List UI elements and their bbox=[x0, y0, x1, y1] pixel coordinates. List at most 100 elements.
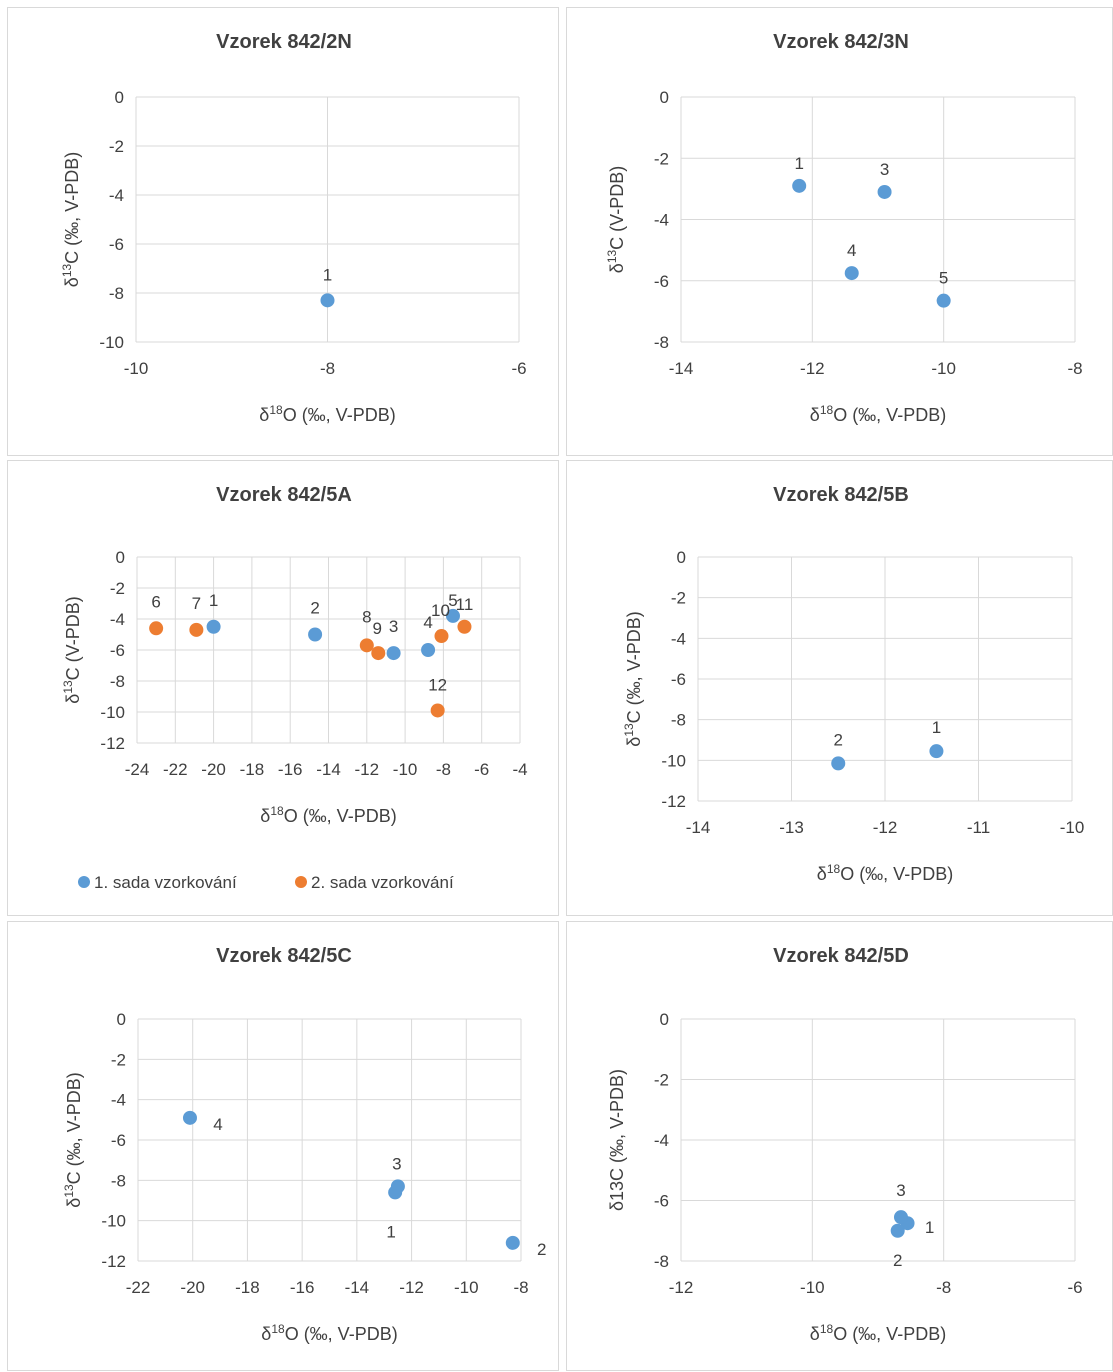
y-tick-label: -6 bbox=[111, 1131, 126, 1150]
x-tick-label: -24 bbox=[125, 760, 150, 779]
x-tick-label: -4 bbox=[512, 760, 527, 779]
data-point bbox=[877, 184, 892, 199]
point-label: 10 bbox=[431, 601, 450, 620]
point-label: 11 bbox=[456, 595, 474, 614]
x-tick-label: -8 bbox=[320, 359, 335, 378]
y-tick-label: -2 bbox=[654, 149, 669, 168]
y-axis-title: δ13C (‰, V-PDB) bbox=[62, 1072, 84, 1207]
x-tick-label: -16 bbox=[290, 1278, 315, 1297]
y-tick-label: -12 bbox=[101, 1252, 126, 1271]
y-tick-label: -2 bbox=[654, 1071, 669, 1090]
point-label: 1 bbox=[209, 591, 218, 610]
point-label: 8 bbox=[362, 607, 371, 626]
y-tick-label: 0 bbox=[660, 88, 669, 107]
point-label: 1 bbox=[386, 1222, 395, 1241]
x-tick-label: -12 bbox=[669, 1278, 694, 1297]
point-label: 1 bbox=[794, 154, 803, 173]
y-tick-label: -4 bbox=[654, 1131, 669, 1150]
y-tick-label: -6 bbox=[109, 235, 124, 254]
y-axis-title: δ13C (‰, V-PDB) bbox=[60, 152, 82, 287]
x-tick-label: -14 bbox=[669, 359, 694, 378]
legend-marker bbox=[78, 876, 90, 888]
x-tick-label: -6 bbox=[474, 760, 489, 779]
y-tick-label: -4 bbox=[110, 610, 125, 629]
data-point bbox=[457, 619, 472, 634]
point-label: 4 bbox=[423, 613, 432, 632]
data-point bbox=[936, 293, 951, 308]
data-point bbox=[182, 1110, 197, 1125]
point-label: 6 bbox=[151, 592, 160, 611]
chart-panel: Vzorek 842/2N 0 -2 -4 -6 -8 -10 -10 -8 -6 δ18O (‰,… bbox=[7, 7, 559, 456]
y-tick-label: 0 bbox=[115, 88, 124, 107]
y-tick-label: -2 bbox=[111, 1050, 126, 1069]
x-tick-label: -8 bbox=[513, 1278, 528, 1297]
point-label: 4 bbox=[847, 241, 856, 260]
point-label: 1 bbox=[323, 265, 332, 284]
point-label: 7 bbox=[192, 594, 201, 613]
x-tick-label: -22 bbox=[126, 1278, 151, 1297]
data-point bbox=[320, 293, 335, 308]
y-tick-label: -6 bbox=[110, 641, 125, 660]
data-point bbox=[390, 1179, 405, 1194]
x-tick-label: -10 bbox=[124, 359, 149, 378]
chart-title: Vzorek 842/5A bbox=[216, 484, 352, 506]
data-point bbox=[359, 638, 374, 653]
y-tick-label: 0 bbox=[660, 1010, 669, 1029]
x-tick-label: -12 bbox=[873, 818, 898, 837]
x-tick-label: -20 bbox=[180, 1278, 205, 1297]
data-point bbox=[206, 619, 221, 634]
x-tick-label: -11 bbox=[967, 818, 990, 837]
chart-panel: Vzorek 842/5D 0 -2 -4 -6 -8 -12 -10 -8 -6 δ18O (‰,… bbox=[566, 921, 1113, 1371]
y-tick-label: -10 bbox=[100, 703, 125, 722]
y-axis-title: δ13C (‰, V-PDB) bbox=[622, 611, 644, 746]
point-label: 3 bbox=[896, 1181, 905, 1200]
data-point bbox=[890, 1223, 905, 1238]
data-point bbox=[792, 178, 807, 193]
data-point bbox=[430, 703, 445, 718]
chart-title: Vzorek 842/2N bbox=[216, 31, 352, 53]
y-tick-label: -12 bbox=[661, 792, 686, 811]
x-tick-label: -13 bbox=[779, 818, 804, 837]
chart-title: Vzorek 842/5C bbox=[216, 945, 352, 967]
x-tick-label: -10 bbox=[393, 760, 418, 779]
x-axis-title: δ18O (‰, V-PDB) bbox=[817, 862, 953, 884]
x-axis-title: δ18O (‰, V-PDB) bbox=[261, 1322, 397, 1344]
y-tick-label: -6 bbox=[654, 1192, 669, 1211]
point-label: 3 bbox=[389, 617, 398, 636]
chart-title: Vzorek 842/3N bbox=[773, 31, 909, 53]
x-tick-label: -12 bbox=[355, 760, 380, 779]
y-tick-label: -8 bbox=[110, 672, 125, 691]
scatter-chart: Vzorek 842/5A0-2-4-6-8-10-12-24 -22 -20 -18… bbox=[61, 484, 528, 892]
point-label: 5 bbox=[939, 269, 948, 288]
x-tick-label: -12 bbox=[399, 1278, 424, 1297]
point-label: 1 bbox=[932, 718, 941, 737]
point-label: 2 bbox=[893, 1251, 902, 1270]
x-axis-title: δ18O (‰, V-PDB) bbox=[810, 403, 946, 425]
y-tick-label: -4 bbox=[654, 211, 669, 230]
y-axis-title: δ13C (V-PDB) bbox=[605, 166, 627, 273]
x-tick-label: -6 bbox=[511, 359, 526, 378]
chart-panel: Vzorek 842/3N 0 -2 -4 -6 -8 -14 -12 -10 -8 δ18O (‰… bbox=[566, 7, 1113, 456]
y-tick-label: -8 bbox=[671, 711, 686, 730]
x-tick-label: -8 bbox=[1067, 359, 1082, 378]
y-tick-label: -2 bbox=[109, 137, 124, 156]
x-tick-label: -22 bbox=[163, 760, 188, 779]
x-tick-label: -14 bbox=[686, 818, 711, 837]
point-label: 2 bbox=[537, 1240, 546, 1259]
y-tick-label: -8 bbox=[109, 284, 124, 303]
y-axis-title: δ13C (V-PDB) bbox=[61, 596, 83, 703]
y-tick-label: 0 bbox=[116, 548, 125, 567]
data-point bbox=[371, 646, 386, 661]
data-point bbox=[893, 1210, 908, 1225]
point-label: 5 bbox=[448, 591, 457, 610]
y-tick-label: 0 bbox=[677, 548, 686, 567]
y-tick-label: -10 bbox=[99, 333, 124, 352]
y-tick-label: -2 bbox=[671, 589, 686, 608]
x-tick-label: -18 bbox=[240, 760, 265, 779]
y-tick-label: -8 bbox=[111, 1171, 126, 1190]
chart-title: Vzorek 842/5D bbox=[773, 945, 909, 967]
x-tick-label: -16 bbox=[278, 760, 303, 779]
scatter-chart: Vzorek 842/2N 0 -2 -4 -6 -8 -10-10 -8 -6 δ18O (‰,… bbox=[60, 31, 527, 425]
point-label: 9 bbox=[373, 619, 382, 638]
